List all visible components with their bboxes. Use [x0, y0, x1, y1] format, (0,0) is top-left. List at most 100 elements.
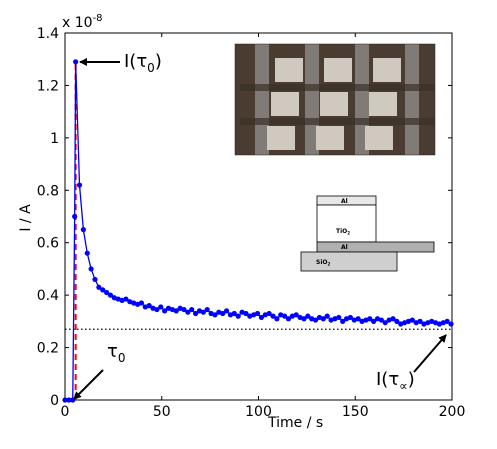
annotation-i-tau0: I(τ0)	[79, 51, 162, 75]
data-point	[258, 314, 265, 321]
data-point	[154, 306, 160, 313]
data-point	[347, 314, 354, 321]
photo-pad	[267, 126, 295, 150]
data-point	[88, 266, 94, 272]
data-point	[254, 310, 261, 317]
data-point	[123, 296, 129, 302]
photo-pad	[316, 126, 344, 150]
data-point	[235, 313, 241, 319]
y-tick-label-0: 0	[50, 393, 59, 409]
y-tick-label-2: 0.4	[37, 288, 59, 304]
data-point	[336, 314, 342, 321]
layer-al-top-label: Al	[341, 198, 348, 205]
y-tick-label-1: 0.2	[37, 341, 59, 357]
data-point	[243, 310, 249, 317]
y-exponent-power: -8	[93, 13, 103, 24]
inset-layer-diagram: Al TiO2 Al SiO2	[300, 195, 435, 272]
data-point	[107, 292, 114, 298]
photo-pad	[369, 92, 397, 116]
data-point	[444, 318, 450, 324]
data-point	[100, 287, 106, 293]
y-tick-label-3: 0.6	[37, 236, 59, 252]
data-point	[158, 304, 164, 310]
data-point	[320, 316, 326, 322]
data-point	[301, 316, 307, 322]
data-point	[220, 310, 226, 317]
annotation-i-tau0-label: I(τ0)	[124, 51, 162, 75]
data-point	[367, 316, 373, 322]
data-point	[76, 182, 83, 188]
data-point	[62, 397, 68, 403]
y-tick-label-6: 1.2	[37, 78, 59, 94]
data-point	[92, 276, 98, 283]
photo-strip-h-0	[240, 84, 435, 91]
data-point	[162, 308, 168, 314]
data-point	[72, 213, 78, 220]
photo-strip-h-1	[240, 118, 435, 125]
x-tick-label-4: 200	[439, 404, 466, 420]
data-point	[340, 318, 346, 324]
data-point	[390, 316, 396, 322]
photo-strip-v-0	[255, 44, 269, 155]
annotation-tau0-label: τ0	[107, 341, 125, 365]
data-point	[96, 284, 102, 290]
x-tick-label-2: 100	[245, 404, 272, 420]
arrow-i-tau-inf	[413, 334, 447, 373]
layer-tio2	[316, 204, 377, 243]
data-point	[231, 310, 237, 317]
data-point	[193, 310, 199, 317]
inset-photo	[234, 43, 436, 156]
y-tick-label-5: 1	[50, 131, 59, 147]
data-point	[394, 318, 400, 324]
data-point	[270, 313, 276, 319]
photo-pad	[373, 58, 401, 82]
data-point	[305, 313, 311, 319]
data-point	[223, 308, 230, 314]
data-point	[285, 316, 292, 322]
arrow-tau0	[73, 369, 104, 400]
data-point	[312, 317, 319, 323]
y-tick-label-4: 0.8	[37, 183, 59, 199]
photo-pad	[271, 92, 299, 116]
photo-border	[234, 43, 436, 156]
photo-pad	[365, 126, 393, 150]
data-point	[204, 306, 210, 313]
x-axis-label: Time / s	[267, 415, 323, 431]
photo-pad	[324, 58, 352, 82]
data-point	[417, 318, 423, 324]
data-point	[73, 59, 79, 65]
data-point	[212, 312, 218, 318]
layer-sio2-label: SiO2	[316, 259, 330, 267]
layer-sio2	[300, 251, 398, 272]
data-point	[324, 313, 330, 319]
data-point	[138, 300, 145, 306]
y-axis-label: I / A	[18, 204, 34, 232]
x-tick-label-1: 50	[153, 404, 171, 420]
x-tick-label-3: 150	[342, 404, 369, 420]
photo-strip-v-1	[305, 44, 319, 155]
data-point	[173, 308, 179, 314]
data-point	[146, 303, 152, 309]
data-point	[200, 309, 206, 315]
data-point	[66, 397, 72, 403]
data-point	[266, 310, 272, 317]
data-point	[371, 318, 377, 324]
data-point	[189, 306, 195, 313]
data-point	[80, 227, 86, 233]
data-point	[378, 317, 384, 323]
layer-al-bottom-label: Al	[341, 244, 348, 251]
data-point	[448, 321, 454, 327]
annotation-i-tau-inf-label: I(τ∝)	[376, 369, 415, 393]
photo-pad	[320, 92, 348, 116]
data-point	[355, 316, 361, 322]
photo-pad	[275, 58, 303, 82]
data-series	[62, 59, 454, 403]
data-point	[282, 313, 288, 319]
data-point	[293, 312, 299, 318]
y-tick-label-7: 1.4	[37, 26, 59, 42]
layer-tio2-label: TiO2	[336, 228, 350, 236]
annotation-tau0: τ0	[73, 341, 125, 400]
data-point	[181, 306, 187, 313]
data-point	[274, 316, 280, 322]
